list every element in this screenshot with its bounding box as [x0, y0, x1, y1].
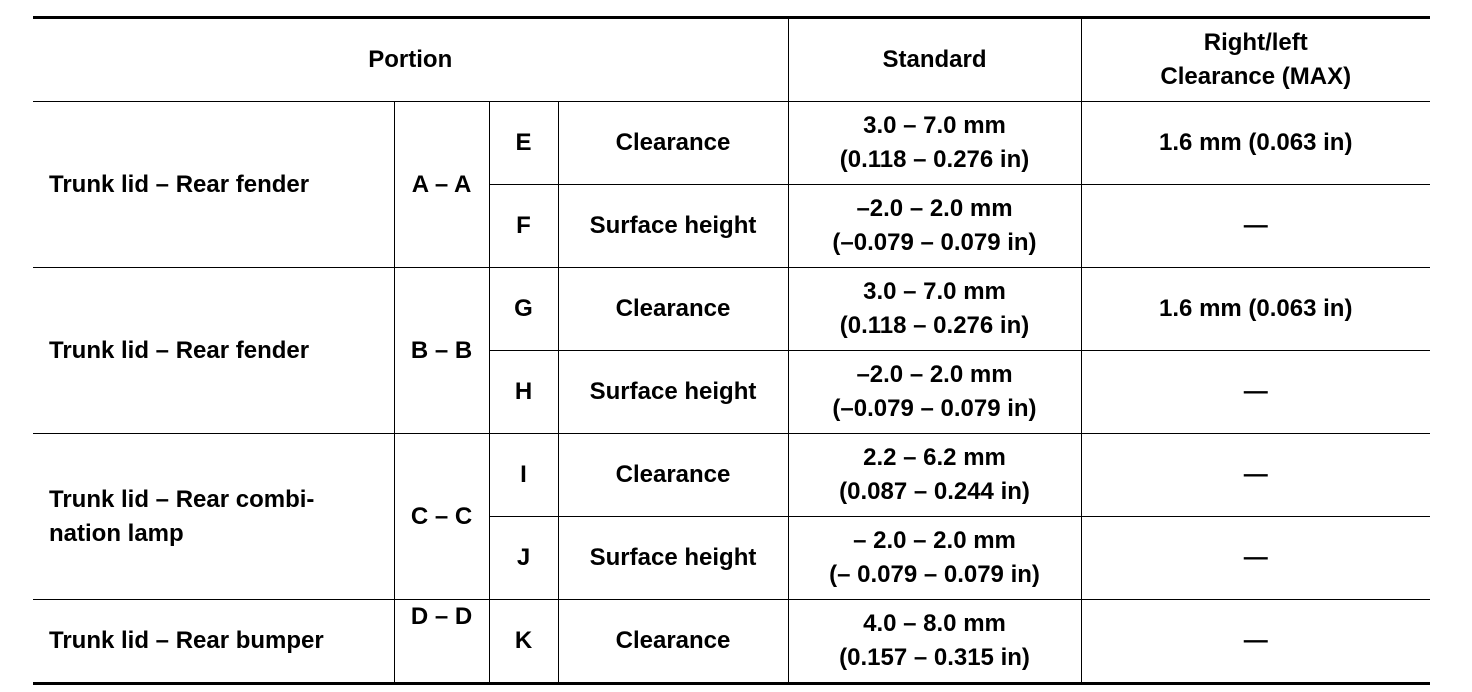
code-cell: K	[488, 599, 559, 685]
code-cell: G	[488, 267, 559, 351]
item-cell: Clearance	[557, 599, 789, 685]
table-row: F Surface height –2.0 – 2.0 mm (–0.079 – 0…	[33, 184, 1430, 268]
item-cell: Clearance	[557, 101, 789, 185]
portion-cell: Trunk lid – Rear fender	[33, 101, 395, 268]
item-cell: Surface height	[557, 184, 789, 268]
max-cell: 1.6 mm (0.063 in)	[1080, 267, 1430, 351]
item-cell: Surface height	[557, 516, 789, 600]
section-cell: A – A	[393, 101, 490, 268]
code-cell: F	[489, 184, 559, 268]
portion-cell: Trunk lid – Rear bumper	[33, 599, 395, 685]
table-header: Portion Standard Right/left Clearance (M…	[33, 16, 1430, 102]
table-row: Trunk lid – Rear combi- nation lamp C – C…	[33, 433, 1430, 600]
table-row: Trunk lid – Rear fender B – B G Clearance 3.…	[33, 267, 1430, 434]
max-cell: —	[1080, 599, 1430, 685]
standard-cell: –2.0 – 2.0 mm (–0.079 – 0.079 in)	[787, 350, 1082, 434]
item-cell: Surface height	[557, 350, 789, 434]
code-cell: I	[488, 433, 559, 517]
code-cell: E	[488, 101, 559, 185]
code-cell: H	[489, 350, 559, 434]
header-cell: Right/left Clearance (MAX)	[1080, 16, 1430, 102]
standard-cell: – 2.0 – 2.0 mm (– 0.079 – 0.079 in)	[787, 516, 1082, 600]
header-cell: Standard	[787, 16, 1082, 102]
max-cell: —	[1080, 184, 1430, 268]
header-cell: Portion	[33, 16, 789, 102]
table-row: H Surface height –2.0 – 2.0 mm (–0.079 – 0…	[33, 350, 1430, 434]
item-cell: Clearance	[557, 433, 789, 517]
standard-cell: –2.0 – 2.0 mm (–0.079 – 0.079 in)	[787, 184, 1082, 268]
standard-cell: 3.0 – 7.0 mm (0.118 – 0.276 in)	[787, 101, 1082, 185]
code-cell: J	[489, 516, 559, 600]
spec-table: Portion Standard Right/left Clearance (M…	[33, 16, 1430, 685]
table-body: Trunk lid – Rear fender A – A E Clearance 3.…	[33, 101, 1430, 685]
table-row: J Surface height – 2.0 – 2.0 mm (– 0.079 –…	[33, 516, 1430, 600]
table-row: Trunk lid – Rear bumper D – D K Clearance 4.…	[33, 599, 1430, 685]
standard-cell: 2.2 – 6.2 mm (0.087 – 0.244 in)	[787, 433, 1082, 517]
max-cell: —	[1080, 350, 1430, 434]
item-cell: Clearance	[557, 267, 789, 351]
section-cell: C – C	[393, 433, 490, 600]
standard-cell: 3.0 – 7.0 mm (0.118 – 0.276 in)	[787, 267, 1082, 351]
section-cell: D – D	[393, 599, 490, 685]
section-cell: B – B	[393, 267, 490, 434]
portion-cell: Trunk lid – Rear fender	[33, 267, 395, 434]
header-row: Portion Standard Right/left Clearance (M…	[33, 16, 1430, 102]
max-cell: 1.6 mm (0.063 in)	[1080, 101, 1430, 185]
max-cell: —	[1080, 516, 1430, 600]
portion-cell: Trunk lid – Rear combi- nation lamp	[33, 433, 395, 600]
table-row: Trunk lid – Rear fender A – A E Clearance 3.…	[33, 101, 1430, 268]
max-cell: —	[1080, 433, 1430, 517]
standard-cell: 4.0 – 8.0 mm (0.157 – 0.315 in)	[787, 599, 1082, 685]
